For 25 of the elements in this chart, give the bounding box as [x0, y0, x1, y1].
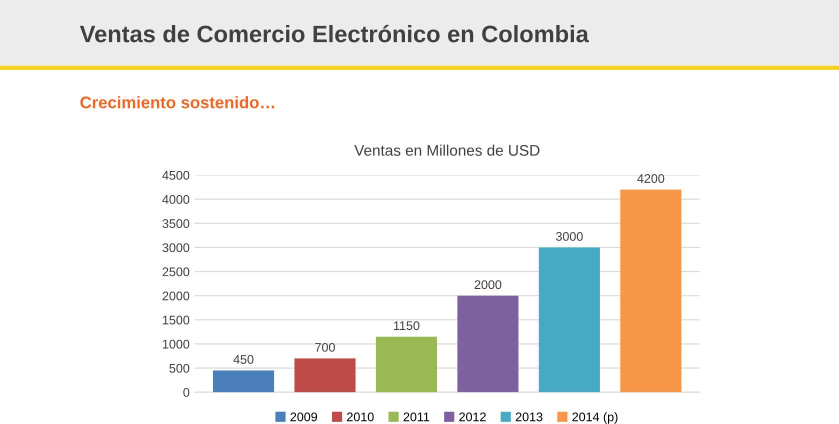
y-tick-label: 3500 [162, 219, 190, 228]
y-tick-label: 2000 [162, 292, 190, 300]
text: Crecimiento sostenido… [80, 96, 274, 108]
legend-label: 2014 (p) [572, 412, 618, 424]
y-tick-label: 500 [169, 364, 190, 373]
legend-label: 2012 [459, 412, 486, 422]
data-label: 3000 [556, 232, 583, 241]
chart-title: Ventas en Millones de USD [354, 144, 540, 156]
y-tick-label: 2500 [162, 267, 190, 276]
data-label: 1150 [394, 321, 420, 330]
text: Ventas de Comercio Electrónico en Colombia [80, 24, 589, 42]
data-label: 2000 [474, 280, 502, 290]
y-tick-label: 1000 [162, 340, 190, 349]
y-tick-label: 4000 [162, 195, 190, 204]
data-label: 450 [233, 355, 254, 364]
legend-label: 2011 [404, 412, 430, 422]
legend-label: 2009 [290, 412, 318, 422]
y-tick-label: 0 [183, 388, 190, 397]
legend-label: 2010 [347, 412, 374, 422]
y-tick-label: 4500 [162, 170, 190, 180]
data-label: 700 [315, 342, 335, 352]
y-tick-label: 1500 [162, 316, 190, 324]
y-tick-label: 3000 [162, 243, 190, 252]
legend-label: 2013 [516, 412, 542, 422]
data-label: 4200 [637, 174, 664, 183]
